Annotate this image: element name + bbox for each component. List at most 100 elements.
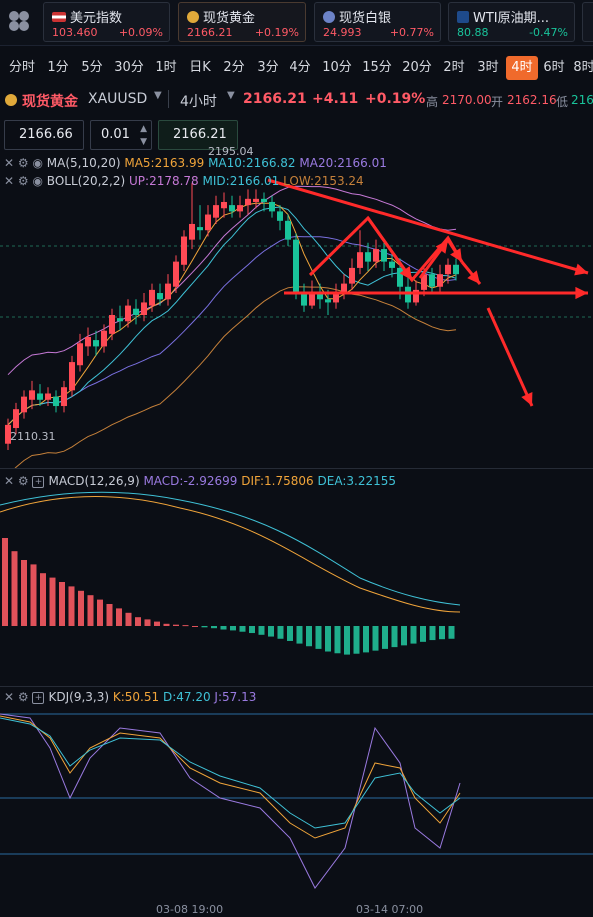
candlestick-chart[interactable] — [0, 150, 593, 468]
tf-10m[interactable]: 10分 — [322, 60, 352, 75]
expand-icon[interactable]: + — [32, 691, 45, 704]
candle-body — [245, 198, 251, 206]
ticker-card-wti[interactable]: WTI原油期... 80.88 -0.47% — [448, 2, 575, 42]
wave-arrow-2-head — [399, 266, 412, 280]
settings-icon[interactable]: ⚙ — [17, 690, 29, 704]
tf-6h[interactable]: 6时 — [543, 60, 565, 75]
candle-body — [165, 283, 171, 300]
macd-bar — [106, 604, 113, 626]
ticker-name: WTI原油期... — [473, 11, 550, 26]
tf-8h[interactable]: 8时 — [573, 60, 593, 75]
visibility-icon[interactable]: ◉ — [32, 156, 43, 170]
expand-icon[interactable]: + — [32, 475, 45, 488]
macd-bar — [211, 626, 217, 629]
macd-bar — [334, 626, 341, 654]
visibility-icon[interactable]: ◉ — [32, 174, 43, 188]
tf-1m[interactable]: 1分 — [47, 60, 69, 75]
ticker-price: 24.993 — [323, 26, 362, 39]
period-dropdown-icon[interactable]: ▼ — [227, 90, 235, 101]
tf-20m[interactable]: 20分 — [402, 60, 432, 75]
ticker-card-silver[interactable]: 现货白银 24.993 +0.77% — [314, 2, 441, 42]
high-value: 2170.00 — [442, 93, 492, 107]
instrument-header: 现货黄金 XAUUSD ▼ 4小时 ▼ 2166.21 +4.11 +0.19%… — [0, 88, 593, 114]
macd-bar — [192, 626, 198, 627]
candle-body — [269, 201, 275, 212]
ma10-value: MA10:2166.82 — [208, 156, 296, 170]
tf-3h[interactable]: 3时 — [477, 60, 499, 75]
close-icon[interactable]: ✕ — [4, 690, 15, 704]
candle-body — [397, 267, 403, 287]
stepper-down-icon[interactable]: ▼ — [140, 137, 147, 147]
tf-fenshi[interactable]: 分时 — [8, 60, 35, 75]
macd-bar — [325, 626, 331, 652]
timeframe-bar: 分时 1分 5分 30分 1时 日K 2分 3分 4分 10分 15分 20分 … — [0, 56, 593, 82]
price-change-pct: +0.19% — [365, 91, 426, 107]
gold-icon — [187, 10, 199, 23]
settings-icon[interactable]: ⚙ — [17, 156, 29, 170]
apps-grid-icon[interactable] — [4, 6, 34, 36]
candle-body — [157, 293, 163, 300]
tf-4h[interactable]: 4时 — [506, 56, 538, 80]
macd-bar — [353, 626, 360, 654]
macd-bar — [87, 595, 94, 626]
tf-30m[interactable]: 30分 — [114, 60, 144, 75]
macd-bar — [154, 621, 160, 626]
candle-body — [373, 249, 379, 262]
d-value: D:47.20 — [162, 690, 211, 704]
settings-icon[interactable]: ⚙ — [17, 474, 29, 488]
close-icon[interactable]: ✕ — [4, 174, 15, 188]
ticker-card-dxy[interactable]: 美元指数 103.460 +0.09% — [43, 2, 170, 42]
close-icon[interactable]: ✕ — [4, 156, 15, 170]
macd-bar — [382, 626, 388, 649]
boll-upper-line — [7, 185, 457, 376]
us-flag-icon — [52, 11, 66, 22]
macd-label: MACD(12,26,9) — [48, 474, 140, 488]
close-icon[interactable]: ✕ — [4, 474, 15, 488]
panel-divider — [0, 686, 593, 687]
tf-15m[interactable]: 15分 — [362, 60, 392, 75]
candle-body — [301, 293, 307, 306]
tf-2m[interactable]: 2分 — [223, 60, 245, 75]
candle-body — [349, 267, 355, 284]
period-selector[interactable]: 4小时 — [180, 94, 217, 110]
candle-body — [421, 274, 427, 290]
settings-icon[interactable]: ⚙ — [17, 174, 29, 188]
kdj-chart[interactable] — [0, 688, 593, 903]
tf-3m[interactable]: 3分 — [257, 60, 279, 75]
tf-daily[interactable]: 日K — [189, 60, 211, 75]
instrument-name[interactable]: 现货黄金 — [22, 94, 78, 110]
tf-5m[interactable]: 5分 — [81, 60, 103, 75]
tf-1h[interactable]: 1时 — [155, 60, 177, 75]
dea-line — [0, 491, 461, 606]
macd-bar — [239, 626, 246, 632]
bid-price-box[interactable]: 2166.66 — [4, 120, 84, 150]
candle-body — [405, 286, 411, 303]
breakdown-arrow-head — [521, 392, 533, 406]
ticker-card-more[interactable] — [582, 2, 593, 42]
tf-4m[interactable]: 4分 — [289, 60, 311, 75]
lot-size-input[interactable]: 0.01 ▲ ▼ — [90, 120, 152, 150]
candle-body — [221, 201, 227, 209]
tf-2h[interactable]: 2时 — [443, 60, 465, 75]
chart-icon — [457, 10, 469, 23]
candle-body — [357, 252, 363, 268]
ticker-name: 现货黄金 — [203, 11, 256, 26]
silver-icon — [323, 10, 335, 23]
macd-bar — [59, 582, 65, 626]
candle-body — [325, 299, 331, 303]
symbol-dropdown-icon[interactable]: ▼ — [154, 90, 162, 101]
ticker-card-gold[interactable]: 现货黄金 2166.21 +0.19% — [178, 2, 306, 42]
macd-bar — [78, 590, 84, 626]
ask-price-box[interactable]: 2166.21 — [158, 120, 238, 150]
macd-chart[interactable] — [0, 470, 593, 685]
instrument-symbol[interactable]: XAUUSD — [88, 91, 148, 107]
candle-body — [381, 249, 387, 262]
stepper-up-icon[interactable]: ▲ — [140, 124, 147, 134]
ticker-strip: 美元指数 103.460 +0.09% 现货黄金 2166.21 +0.19% … — [0, 0, 593, 46]
low-label: 低 — [556, 95, 569, 109]
macd-bar — [182, 625, 189, 627]
ticker-change: -0.47% — [529, 26, 568, 39]
ticker-price: 80.88 — [457, 26, 489, 39]
lot-size-value: 0.01 — [101, 127, 130, 142]
candle-body — [453, 264, 459, 275]
